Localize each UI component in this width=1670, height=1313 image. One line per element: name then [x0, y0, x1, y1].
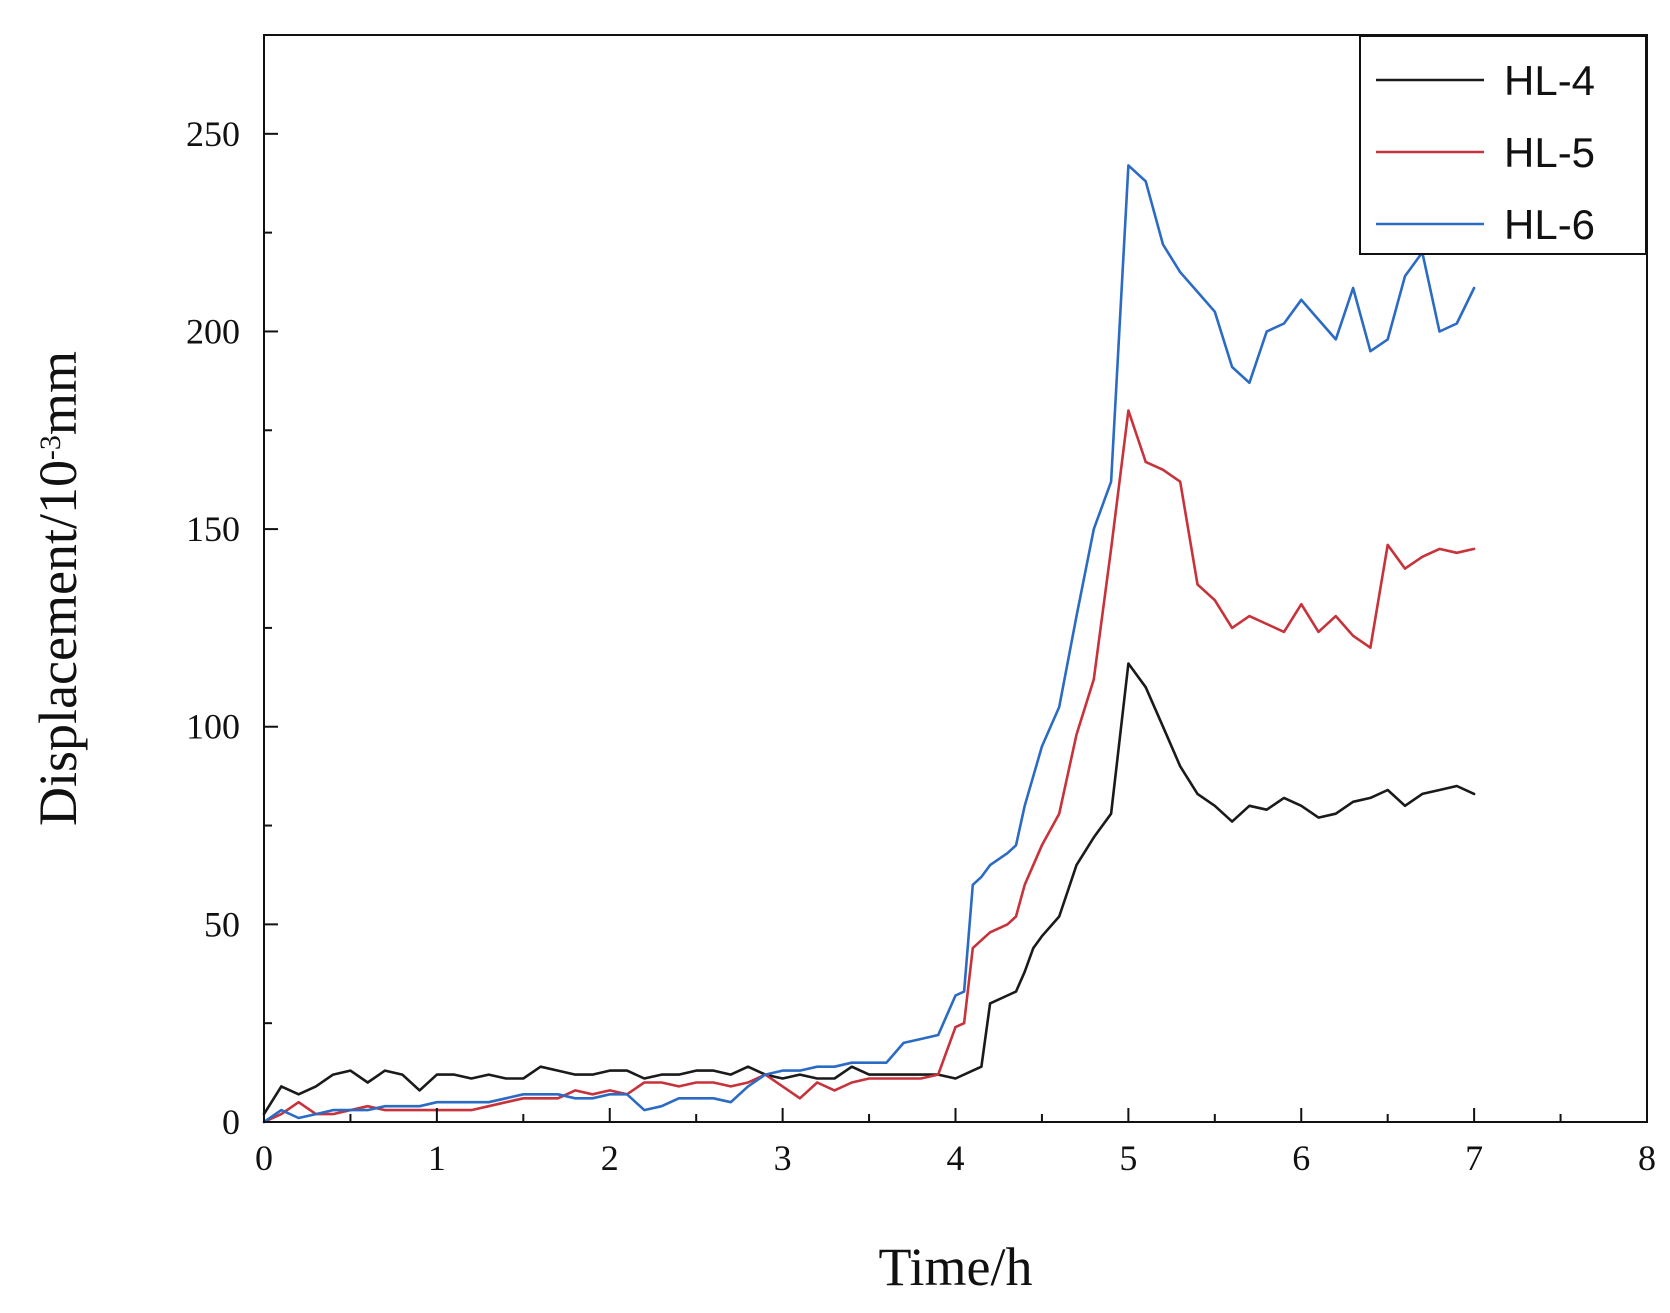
series-line-hl-6: [262, 164, 1476, 1124]
y-tick-label: 100: [186, 707, 240, 747]
y-tick-label: 50: [204, 904, 240, 944]
y-tick-label: 200: [186, 311, 240, 351]
ticks-group: 0 1 2 3 4 5 6 7 8 0 50 100 150 200 250: [186, 34, 1656, 1178]
legend-box: [1359, 35, 1647, 255]
y-axis-title-main: Displacement/10: [28, 460, 88, 826]
y-axis-title-exponent: -3: [34, 435, 67, 460]
x-tick-label: 6: [1292, 1138, 1310, 1178]
y-axis-title-unit: mm: [28, 351, 88, 435]
x-tick-label: 5: [1119, 1138, 1137, 1178]
series-group: [262, 164, 1476, 1124]
y-tick-label: 150: [186, 509, 240, 549]
x-tick-label: 0: [255, 1138, 273, 1178]
legend-label-hl-5: HL-5: [1504, 129, 1595, 176]
y-tick-label: 0: [222, 1102, 240, 1142]
series-line-hl-4: [262, 662, 1476, 1116]
y-tick-label: 250: [186, 114, 240, 154]
x-tick-label: 1: [428, 1138, 446, 1178]
legend-label-hl-6: HL-6: [1504, 201, 1595, 248]
x-tick-label: 8: [1638, 1138, 1656, 1178]
x-tick-label: 2: [601, 1138, 619, 1178]
x-tick-label: 3: [774, 1138, 792, 1178]
x-tick-label: 7: [1465, 1138, 1483, 1178]
legend: HL-4 HL-5 HL-6: [1359, 35, 1647, 255]
labels-group: Time/h Displacement/10-3mm: [28, 351, 1033, 1297]
y-axis-title: Displacement/10-3mm: [28, 351, 88, 826]
legend-label-hl-4: HL-4: [1504, 57, 1595, 104]
x-tick-label: 4: [947, 1138, 965, 1178]
series-line-hl-5: [262, 409, 1476, 1124]
x-axis-title: Time/h: [878, 1237, 1032, 1297]
